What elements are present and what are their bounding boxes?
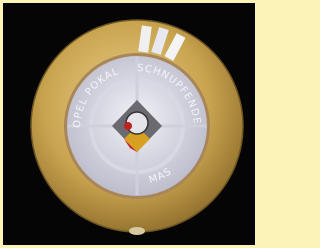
knob <box>129 227 145 235</box>
photo: OPEL POKAL SCHNUPFENDER MAS <box>0 0 258 248</box>
emblem-dot <box>124 122 132 130</box>
